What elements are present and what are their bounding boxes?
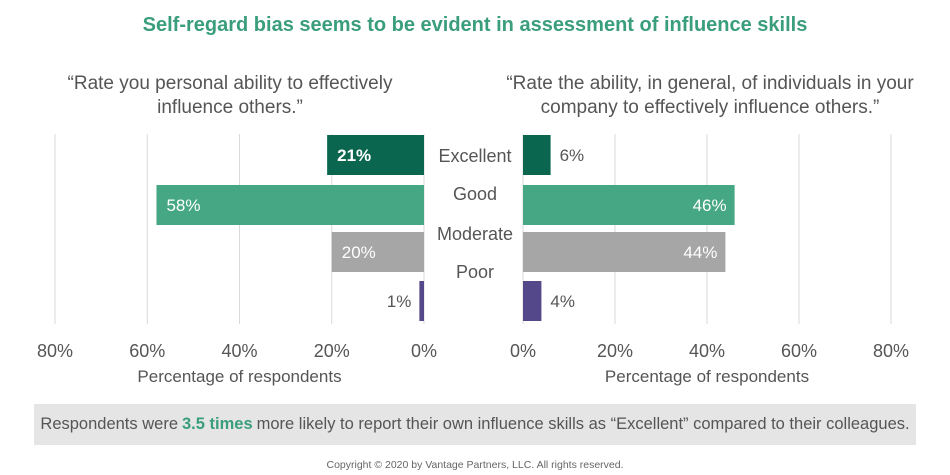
copyright-text: Copyright © 2020 by Vantage Partners, LL… — [326, 459, 624, 471]
left-data-label-good: 58% — [166, 196, 200, 215]
right-tick-label-1: 20% — [597, 341, 633, 361]
right-tick-label-3: 60% — [781, 341, 817, 361]
category-label-good: Good — [453, 184, 497, 204]
left-bar-excellent — [327, 135, 424, 175]
right-bar-poor — [523, 281, 542, 321]
callout-highlight: 3.5 times — [182, 415, 253, 433]
category-label-excellent: Excellent — [438, 146, 511, 166]
right-tick-label-0: 0% — [510, 341, 536, 361]
left-tick-label-4: 0% — [411, 341, 437, 361]
category-label-poor: Poor — [456, 262, 494, 282]
left-tick-label-2: 40% — [221, 341, 257, 361]
right-tick-label-4: 80% — [873, 341, 909, 361]
left-bar-moderate — [331, 232, 424, 272]
left-bar-good — [156, 185, 424, 225]
left-chart-question: “Rate you personal ability to effectivel… — [67, 73, 393, 118]
callout-suffix: more likely to report their own influenc… — [256, 415, 910, 433]
right-bar-good — [523, 185, 735, 225]
right-axis-label: Percentage of respondents — [605, 367, 809, 386]
right-tick-label-2: 40% — [689, 341, 725, 361]
left-tick-label-0: 80% — [37, 341, 73, 361]
left-axis-label: Percentage of respondents — [137, 367, 341, 386]
left-tick-label-1: 60% — [129, 341, 165, 361]
right-bar-moderate — [523, 232, 726, 272]
left-data-label-excellent: 21% — [337, 146, 371, 165]
right-data-label-poor: 4% — [550, 292, 575, 311]
butterfly-bar-chart: 80% 60% 40% 20% 0% Percentage of respondents 2… — [37, 134, 909, 386]
right-bar-excellent — [523, 135, 551, 175]
chart-title: Self-regard bias seems to be evident in … — [142, 14, 808, 36]
left-tick-label-3: 20% — [314, 341, 350, 361]
left-data-label-moderate: 20% — [342, 243, 376, 262]
right-data-label-good: 46% — [693, 196, 727, 215]
right-data-label-moderate: 44% — [683, 243, 717, 262]
left-data-label-poor: 1% — [387, 292, 412, 311]
callout-prefix: Respondents were — [40, 415, 178, 433]
category-label-moderate: Moderate — [437, 224, 513, 244]
callout-banner: Respondents were 3.5 times more likely t… — [34, 404, 916, 445]
right-data-label-excellent: 6% — [560, 146, 585, 165]
left-bar-poor — [419, 281, 424, 321]
right-chart-question: “Rate the ability, in general, of indivi… — [506, 73, 914, 118]
